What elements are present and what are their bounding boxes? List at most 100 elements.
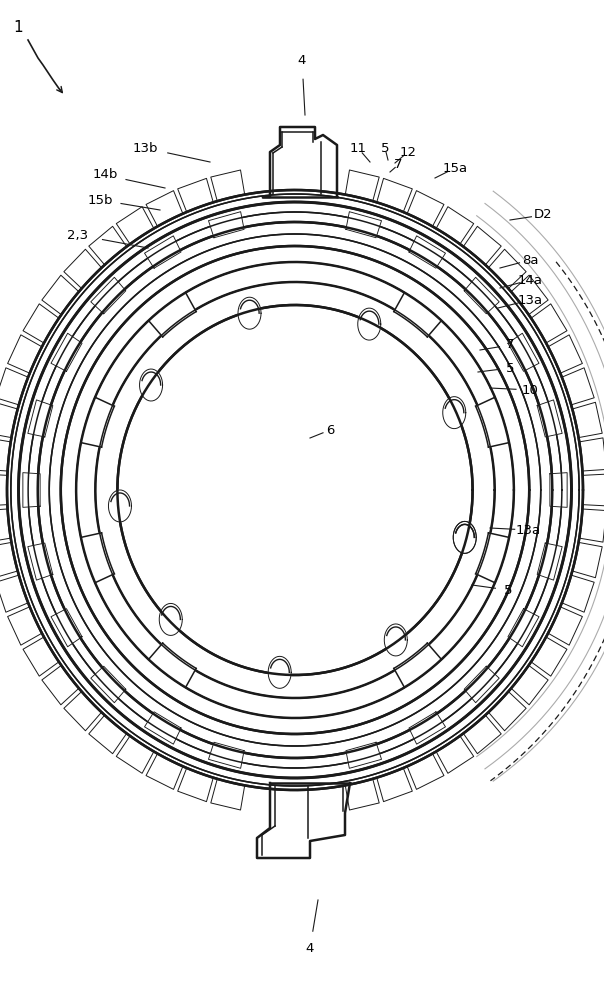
Polygon shape: [579, 438, 604, 471]
Polygon shape: [464, 277, 499, 314]
Polygon shape: [436, 207, 474, 244]
Polygon shape: [0, 575, 28, 612]
Polygon shape: [117, 207, 154, 244]
Polygon shape: [489, 692, 526, 731]
Polygon shape: [146, 754, 183, 789]
Polygon shape: [211, 779, 245, 810]
Polygon shape: [178, 768, 213, 802]
Polygon shape: [394, 293, 442, 337]
Polygon shape: [144, 236, 181, 268]
Polygon shape: [89, 226, 127, 265]
Polygon shape: [28, 400, 53, 437]
Polygon shape: [51, 333, 82, 371]
Text: 10: 10: [522, 383, 538, 396]
Polygon shape: [346, 742, 382, 768]
Polygon shape: [117, 736, 154, 773]
Text: 12: 12: [399, 145, 417, 158]
Polygon shape: [159, 603, 182, 635]
Polygon shape: [345, 779, 379, 810]
Text: 14a: 14a: [518, 273, 542, 286]
Polygon shape: [377, 178, 413, 212]
Polygon shape: [0, 368, 28, 405]
Polygon shape: [0, 438, 11, 471]
Polygon shape: [548, 335, 582, 373]
Polygon shape: [508, 609, 539, 647]
Polygon shape: [23, 473, 40, 507]
Text: 4: 4: [306, 942, 314, 954]
Polygon shape: [583, 474, 604, 506]
Polygon shape: [407, 754, 444, 789]
Polygon shape: [178, 178, 213, 212]
Text: 4: 4: [298, 53, 306, 66]
Text: 8a: 8a: [522, 253, 538, 266]
Polygon shape: [384, 624, 407, 656]
Polygon shape: [573, 402, 602, 438]
Polygon shape: [64, 249, 101, 288]
Polygon shape: [5, 188, 585, 792]
Polygon shape: [0, 509, 11, 542]
Polygon shape: [579, 509, 604, 542]
Polygon shape: [463, 715, 501, 754]
Text: 7: 7: [394, 158, 402, 172]
Polygon shape: [81, 533, 114, 583]
Polygon shape: [476, 397, 509, 447]
Polygon shape: [464, 666, 499, 703]
Polygon shape: [345, 170, 379, 201]
Polygon shape: [531, 637, 567, 676]
Text: 2,3: 2,3: [68, 229, 89, 241]
Polygon shape: [508, 333, 539, 371]
Polygon shape: [562, 575, 594, 612]
Polygon shape: [407, 191, 444, 226]
Polygon shape: [0, 474, 7, 506]
Polygon shape: [443, 397, 466, 429]
Polygon shape: [89, 715, 127, 754]
Polygon shape: [81, 397, 114, 447]
Polygon shape: [453, 521, 476, 553]
Polygon shape: [51, 609, 82, 647]
Polygon shape: [149, 293, 196, 337]
Polygon shape: [463, 226, 501, 265]
Polygon shape: [346, 212, 382, 238]
Polygon shape: [211, 170, 245, 201]
Polygon shape: [91, 277, 126, 314]
Polygon shape: [0, 542, 18, 578]
Polygon shape: [140, 369, 162, 401]
Text: 15a: 15a: [443, 161, 467, 174]
Text: 7: 7: [506, 338, 514, 352]
Polygon shape: [23, 304, 59, 343]
Polygon shape: [149, 643, 196, 687]
Polygon shape: [208, 742, 244, 768]
Polygon shape: [0, 402, 18, 438]
Polygon shape: [8, 335, 42, 373]
Polygon shape: [537, 400, 562, 437]
Polygon shape: [64, 692, 101, 731]
Text: 5: 5: [504, 584, 512, 596]
Text: 13a: 13a: [518, 294, 542, 306]
Polygon shape: [394, 643, 442, 687]
Text: D2: D2: [534, 209, 552, 222]
Polygon shape: [409, 712, 446, 744]
Polygon shape: [42, 275, 79, 315]
Polygon shape: [358, 308, 381, 340]
Text: 5: 5: [506, 361, 514, 374]
Text: 15b: 15b: [87, 194, 113, 207]
Polygon shape: [28, 543, 53, 580]
Polygon shape: [208, 212, 244, 238]
Polygon shape: [548, 607, 582, 645]
Text: 1: 1: [13, 20, 23, 35]
Polygon shape: [109, 490, 132, 522]
Polygon shape: [550, 473, 567, 507]
Polygon shape: [453, 521, 476, 553]
Polygon shape: [144, 712, 181, 744]
Text: 13a: 13a: [515, 524, 541, 536]
Polygon shape: [23, 637, 59, 676]
Polygon shape: [8, 607, 42, 645]
Text: 5: 5: [381, 141, 389, 154]
Text: 6: 6: [326, 424, 334, 436]
Polygon shape: [562, 368, 594, 405]
Polygon shape: [573, 542, 602, 578]
Polygon shape: [489, 249, 526, 288]
Polygon shape: [91, 666, 126, 703]
Polygon shape: [436, 736, 474, 773]
Polygon shape: [42, 665, 79, 705]
